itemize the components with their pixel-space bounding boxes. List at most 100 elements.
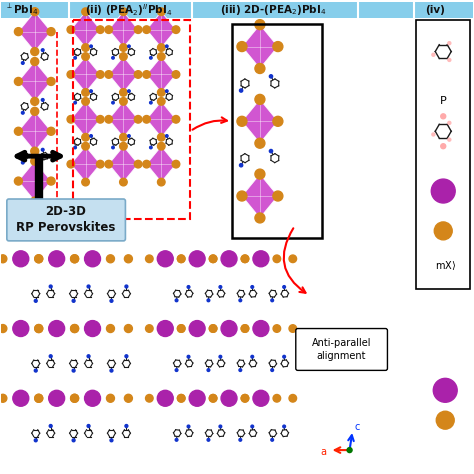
- Circle shape: [219, 425, 222, 428]
- Circle shape: [128, 135, 130, 137]
- Circle shape: [128, 45, 130, 47]
- Circle shape: [189, 320, 205, 337]
- Circle shape: [74, 56, 76, 59]
- Circle shape: [239, 438, 242, 441]
- Circle shape: [172, 116, 180, 123]
- Circle shape: [221, 320, 237, 337]
- Circle shape: [107, 394, 114, 402]
- Circle shape: [87, 425, 90, 428]
- Circle shape: [31, 147, 39, 155]
- Circle shape: [21, 111, 24, 114]
- Circle shape: [71, 394, 79, 402]
- Circle shape: [134, 71, 142, 78]
- Circle shape: [124, 255, 132, 263]
- Circle shape: [49, 425, 52, 428]
- Circle shape: [119, 44, 127, 51]
- Polygon shape: [242, 174, 278, 218]
- Circle shape: [187, 425, 190, 428]
- Polygon shape: [109, 56, 138, 92]
- Circle shape: [97, 26, 104, 34]
- Circle shape: [49, 355, 52, 358]
- Circle shape: [165, 45, 168, 47]
- Circle shape: [71, 325, 79, 333]
- Circle shape: [97, 116, 104, 123]
- Circle shape: [241, 255, 249, 263]
- Polygon shape: [109, 12, 138, 47]
- Circle shape: [271, 369, 273, 372]
- Circle shape: [177, 255, 185, 263]
- Circle shape: [273, 394, 281, 402]
- Circle shape: [82, 142, 89, 150]
- Circle shape: [105, 26, 112, 34]
- Circle shape: [143, 26, 150, 34]
- Circle shape: [434, 222, 452, 240]
- Circle shape: [67, 71, 74, 78]
- Circle shape: [119, 142, 127, 150]
- Circle shape: [34, 439, 37, 442]
- Circle shape: [283, 425, 285, 428]
- Circle shape: [187, 286, 190, 288]
- Circle shape: [433, 378, 457, 402]
- Circle shape: [347, 447, 352, 453]
- Circle shape: [110, 439, 113, 442]
- Polygon shape: [146, 12, 176, 47]
- Circle shape: [107, 255, 114, 263]
- Circle shape: [210, 255, 217, 263]
- Circle shape: [157, 142, 165, 150]
- Circle shape: [255, 20, 265, 30]
- Bar: [1, 2, 473, 18]
- Circle shape: [35, 325, 43, 333]
- Circle shape: [165, 90, 168, 92]
- Circle shape: [253, 390, 269, 406]
- Circle shape: [441, 144, 446, 149]
- Polygon shape: [146, 101, 176, 137]
- Circle shape: [90, 135, 92, 137]
- Circle shape: [241, 394, 249, 402]
- Bar: [73, 20, 190, 219]
- Circle shape: [84, 390, 100, 406]
- Circle shape: [239, 369, 242, 372]
- Circle shape: [177, 394, 185, 402]
- Text: $^{\perp}$PbI$_4$: $^{\perp}$PbI$_4$: [5, 2, 38, 17]
- Circle shape: [448, 58, 451, 62]
- Circle shape: [283, 286, 285, 288]
- Circle shape: [84, 320, 100, 337]
- Circle shape: [31, 97, 39, 105]
- Circle shape: [172, 26, 180, 34]
- FancyBboxPatch shape: [7, 199, 126, 241]
- Circle shape: [237, 191, 247, 201]
- Circle shape: [165, 135, 168, 137]
- FancyBboxPatch shape: [296, 328, 387, 370]
- Circle shape: [436, 411, 454, 429]
- Circle shape: [97, 160, 104, 168]
- Polygon shape: [18, 111, 51, 151]
- Circle shape: [21, 62, 24, 64]
- Circle shape: [35, 255, 43, 263]
- Circle shape: [49, 251, 64, 267]
- Text: (ii) (PEA$_2$)$^{II}$PbI$_4$: (ii) (PEA$_2$)$^{II}$PbI$_4$: [85, 2, 172, 18]
- Circle shape: [13, 251, 29, 267]
- Circle shape: [31, 57, 39, 65]
- Text: (iv): (iv): [425, 5, 445, 15]
- Circle shape: [71, 325, 79, 333]
- Circle shape: [112, 101, 114, 104]
- Circle shape: [31, 157, 39, 165]
- Circle shape: [41, 99, 44, 101]
- Circle shape: [172, 160, 180, 168]
- Circle shape: [177, 325, 185, 332]
- Circle shape: [177, 394, 185, 402]
- Circle shape: [34, 369, 37, 372]
- Polygon shape: [242, 25, 278, 69]
- Polygon shape: [242, 100, 278, 143]
- Text: (iii) 2D-(PEA$_2$)PbI$_4$: (iii) 2D-(PEA$_2$)PbI$_4$: [220, 3, 326, 17]
- Polygon shape: [71, 146, 100, 182]
- Text: mX$\rangle$: mX$\rangle$: [435, 259, 456, 272]
- Circle shape: [207, 438, 210, 441]
- Circle shape: [71, 394, 79, 402]
- Polygon shape: [109, 101, 138, 137]
- Text: 2D-3D
RP Perovskites: 2D-3D RP Perovskites: [16, 205, 115, 235]
- Circle shape: [35, 325, 43, 333]
- Circle shape: [82, 8, 89, 16]
- Circle shape: [251, 286, 254, 288]
- Circle shape: [432, 133, 435, 136]
